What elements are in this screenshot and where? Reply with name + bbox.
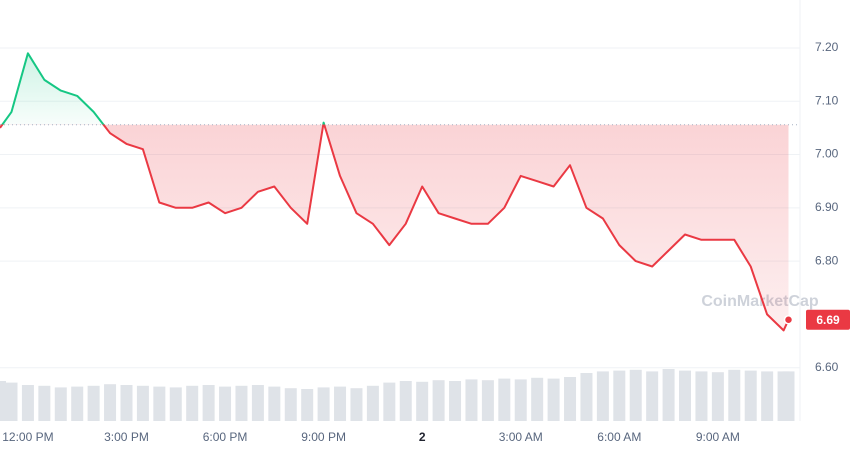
- x-tick-label: 6:00 AM: [597, 430, 641, 444]
- volume-bar: [465, 379, 478, 421]
- volume-bar: [169, 387, 182, 421]
- volume-bar: [5, 382, 18, 421]
- volume-bar: [21, 385, 34, 421]
- volume-bar: [71, 386, 84, 421]
- volume-bar: [235, 385, 248, 421]
- volume-bar: [580, 373, 593, 421]
- volume-bar: [366, 385, 379, 421]
- volume-bar: [153, 386, 166, 421]
- y-tick-label: 6.60: [815, 360, 839, 374]
- volume-bar: [186, 385, 199, 421]
- volume-bar: [399, 381, 412, 421]
- volume-bar: [38, 385, 51, 421]
- volume-bar: [251, 385, 264, 421]
- x-tick-label: 2: [419, 430, 426, 444]
- x-tick-label: 3:00 PM: [104, 430, 149, 444]
- volume-bar: [613, 370, 626, 421]
- volume-bar: [0, 381, 6, 421]
- price-line: [0, 52, 790, 332]
- volume-bar: [564, 377, 577, 421]
- volume-bar: [481, 380, 494, 421]
- volume-bar: [531, 377, 544, 421]
- x-tick-label: 12:00 PM: [2, 430, 53, 444]
- y-tick-label: 7.00: [815, 147, 839, 161]
- volume-bar: [761, 371, 774, 421]
- price-tag-label: 6.69: [816, 313, 840, 327]
- volume-bar: [104, 384, 117, 421]
- volume-bar: [498, 378, 511, 421]
- volume-bar: [596, 371, 609, 421]
- volume-bar: [679, 370, 692, 421]
- volume-bar: [87, 385, 100, 421]
- volume-bar: [449, 381, 462, 421]
- price-tag: [806, 309, 850, 330]
- volume-bar: [334, 386, 347, 421]
- y-tick-label: 6.80: [815, 253, 839, 267]
- volume-bar: [629, 369, 642, 421]
- volume-bar: [136, 385, 149, 421]
- volume-bar: [202, 385, 215, 421]
- volume-bar: [662, 369, 675, 421]
- volume-bar: [728, 369, 741, 421]
- area-fill: [0, 53, 789, 331]
- y-tick-label: 6.90: [815, 200, 839, 214]
- y-tick-label: 7.20: [815, 40, 839, 54]
- y-tick-label: 7.10: [815, 93, 839, 107]
- x-tick-label: 9:00 PM: [301, 430, 346, 444]
- volume-bar: [350, 388, 363, 421]
- volume-bar: [317, 387, 330, 421]
- volume-bar: [432, 380, 445, 421]
- volume-bar: [711, 372, 724, 421]
- x-tick-label: 9:00 AM: [696, 430, 740, 444]
- volume-bar: [383, 382, 396, 421]
- x-tick-label: 3:00 AM: [499, 430, 543, 444]
- last-point: [783, 314, 794, 325]
- volume-bar: [120, 385, 133, 421]
- volume-bar: [301, 389, 314, 421]
- volume-bar: [514, 379, 527, 421]
- volume-bar: [219, 386, 232, 421]
- volume-bar: [54, 387, 67, 421]
- volume-bar: [547, 378, 560, 421]
- volume-bar: [284, 388, 297, 421]
- volume-bar: [782, 371, 795, 421]
- volume-bar: [416, 381, 429, 421]
- volume-bar: [695, 371, 708, 421]
- x-tick-label: 6:00 PM: [203, 430, 248, 444]
- volume-bar: [646, 371, 659, 421]
- watermark: CoinMarketCap: [701, 293, 819, 310]
- volume-bar: [268, 386, 281, 421]
- volume-bar: [744, 370, 757, 421]
